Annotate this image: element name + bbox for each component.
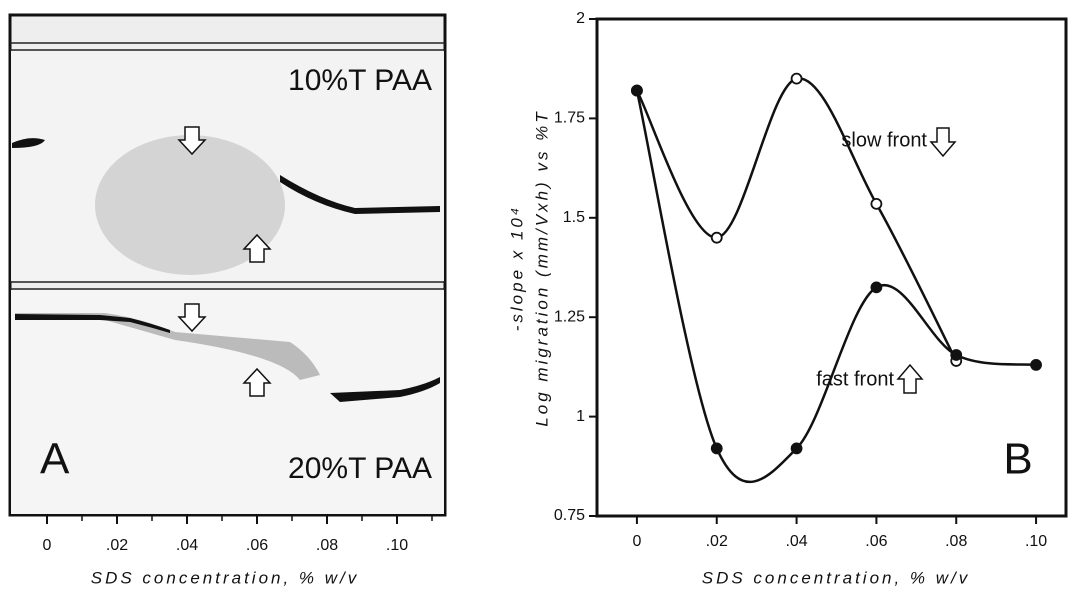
x-axis-title: SDS concentration, % w/v [702, 568, 971, 587]
arrow-icon [896, 363, 924, 394]
marker [870, 281, 883, 294]
y-tick-label: 2 [576, 10, 585, 27]
marker [710, 231, 723, 244]
marker [790, 72, 803, 85]
marker [870, 197, 883, 210]
marker [1030, 359, 1042, 371]
gel-band [15, 314, 170, 333]
x-tick-label: .04 [176, 537, 198, 554]
gel-band [12, 138, 45, 148]
x-tick-label: .04 [785, 533, 807, 550]
plot-frame [595, 17, 1068, 518]
x-axis-title: SDS concentration, % w/v [91, 568, 360, 587]
annotation: slow front [841, 129, 927, 151]
x-tick-label: .10 [1025, 533, 1047, 550]
x-tick-label: .06 [865, 533, 887, 550]
curve [635, 90, 1037, 484]
gel-bottom [11, 290, 444, 514]
arrow-icon [242, 233, 272, 263]
y-tick-label: 1 [576, 408, 585, 425]
arrow-icon [242, 367, 272, 397]
marker [950, 349, 963, 361]
gel-panel: 10%T PAA 20%T PAA A [8, 13, 447, 517]
arrow-icon [929, 127, 957, 158]
x-tick-label: .02 [106, 537, 128, 554]
y-axis-title: -slope x 10⁴ [507, 205, 526, 332]
panel-label: B [1003, 435, 1032, 484]
gel-smear [95, 135, 285, 275]
gel-band [280, 175, 440, 214]
y-tick-label: 0.75 [554, 507, 585, 524]
marker [710, 442, 723, 455]
y-tick-label: 1.75 [554, 110, 585, 127]
arrow-icon [177, 303, 207, 333]
x-tick-label: .10 [386, 537, 408, 554]
y-tick-label: 1.5 [563, 209, 585, 226]
x-tick-label: 0 [632, 533, 641, 550]
x-tick-label: .02 [706, 533, 728, 550]
annotation: fast front [816, 368, 894, 390]
gel-label: 20%T PAA [288, 452, 432, 485]
x-tick-label: 0 [43, 537, 52, 554]
arrow-icon [177, 126, 207, 156]
y-tick-label: 1.25 [554, 308, 585, 325]
y-axis-title: Log migration (mm/Vxh) vs %T [532, 109, 551, 426]
panel-label: A [40, 435, 70, 484]
x-tick-label: .06 [246, 537, 268, 554]
gel-label: 10%T PAA [288, 64, 432, 97]
x-tick-label: .08 [945, 533, 967, 550]
marker [790, 442, 803, 455]
gel-band [330, 377, 440, 402]
curve [635, 77, 958, 362]
marker [631, 84, 643, 97]
x-tick-label: .08 [316, 537, 338, 554]
